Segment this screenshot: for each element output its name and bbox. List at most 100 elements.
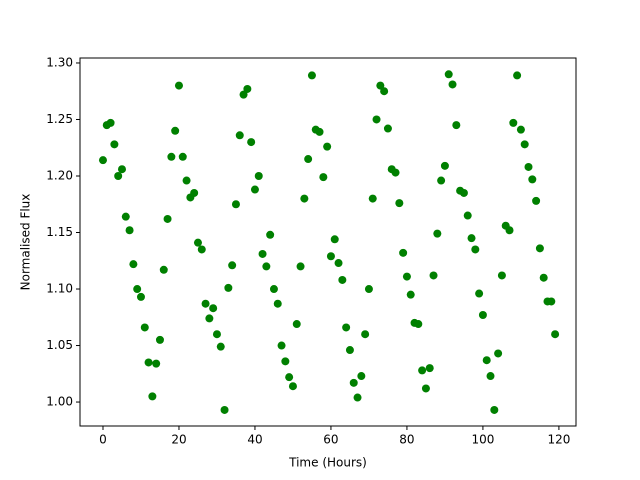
point <box>520 140 529 149</box>
y-tick-label: 1.10 <box>46 282 73 296</box>
point <box>273 299 282 308</box>
point <box>353 393 362 402</box>
point <box>471 245 480 254</box>
point <box>334 259 343 268</box>
point <box>117 165 126 174</box>
point <box>505 226 514 235</box>
point <box>228 261 237 270</box>
point <box>315 127 324 136</box>
y-tick-label: 1.05 <box>46 338 73 352</box>
point <box>528 175 537 184</box>
point <box>437 176 446 185</box>
point <box>494 349 503 358</box>
x-tick-label: 40 <box>247 433 262 447</box>
point <box>262 262 271 271</box>
point <box>224 283 233 292</box>
point <box>539 273 548 282</box>
point <box>490 405 499 414</box>
y-tick-label: 1.25 <box>46 112 73 126</box>
point <box>440 161 449 170</box>
point <box>106 118 115 127</box>
point <box>190 188 199 197</box>
point <box>418 366 427 375</box>
point <box>152 359 161 368</box>
point <box>459 188 468 197</box>
y-tick-label: 1.00 <box>46 395 73 409</box>
point <box>421 384 430 393</box>
point <box>133 285 142 294</box>
point <box>463 211 472 220</box>
point <box>425 364 434 373</box>
x-tick-label: 60 <box>323 433 338 447</box>
point <box>178 152 187 161</box>
point <box>497 271 506 280</box>
point <box>338 275 347 284</box>
point <box>144 358 153 367</box>
y-axis-label: Normalised Flux <box>19 194 33 291</box>
point <box>361 330 370 339</box>
point <box>288 382 297 391</box>
point <box>197 245 206 254</box>
point <box>125 226 134 235</box>
point <box>216 342 225 351</box>
point <box>357 372 366 381</box>
point <box>250 185 259 194</box>
point <box>148 392 157 401</box>
point <box>110 140 119 149</box>
point <box>296 262 305 271</box>
point <box>444 70 453 79</box>
point <box>482 356 491 365</box>
point <box>171 126 180 135</box>
point <box>193 238 202 247</box>
point <box>330 235 339 244</box>
point <box>174 81 183 90</box>
point <box>414 320 423 329</box>
point <box>399 248 408 257</box>
point <box>509 118 518 127</box>
point <box>433 229 442 238</box>
point <box>205 314 214 323</box>
point <box>121 212 130 221</box>
point <box>300 194 309 203</box>
point <box>266 230 275 239</box>
point <box>376 81 385 90</box>
point <box>209 304 218 313</box>
point <box>201 299 210 308</box>
x-tick-label: 120 <box>547 433 570 447</box>
point <box>391 168 400 177</box>
point <box>243 84 252 93</box>
point <box>364 285 373 294</box>
point <box>254 171 263 180</box>
point <box>429 271 438 280</box>
point <box>524 162 533 171</box>
point <box>212 330 221 339</box>
point <box>551 330 560 339</box>
x-tick-label: 100 <box>471 433 494 447</box>
y-tick-label: 1.20 <box>46 168 73 182</box>
point <box>380 87 389 96</box>
point <box>547 297 556 306</box>
point <box>129 260 138 269</box>
point <box>307 71 316 80</box>
point <box>532 196 541 205</box>
point <box>402 272 411 281</box>
point <box>136 292 145 301</box>
point <box>155 335 164 344</box>
point <box>163 214 172 223</box>
point <box>182 176 191 185</box>
point <box>167 152 176 161</box>
point <box>323 142 332 151</box>
point <box>345 346 354 355</box>
point <box>114 171 123 180</box>
y-tick-label: 1.30 <box>46 55 73 69</box>
x-tick-label: 20 <box>171 433 186 447</box>
point <box>281 357 290 366</box>
plot-frame <box>79 57 577 427</box>
point <box>535 244 544 253</box>
point <box>159 265 168 274</box>
point <box>258 249 267 258</box>
point <box>304 155 313 164</box>
point <box>247 138 256 147</box>
